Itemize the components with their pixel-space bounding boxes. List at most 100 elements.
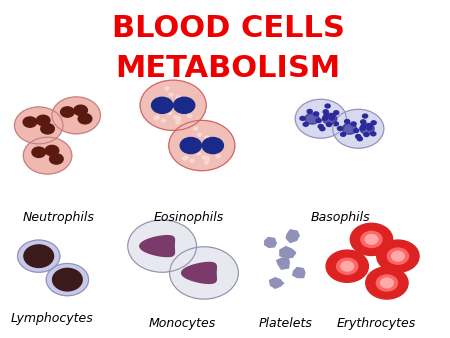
Circle shape <box>190 143 194 146</box>
Circle shape <box>202 138 223 153</box>
Circle shape <box>61 107 74 117</box>
Circle shape <box>326 123 332 126</box>
Circle shape <box>387 248 409 264</box>
Circle shape <box>153 104 157 107</box>
Circle shape <box>188 115 192 118</box>
Circle shape <box>50 154 63 164</box>
Circle shape <box>197 152 200 155</box>
Circle shape <box>367 126 372 130</box>
Circle shape <box>333 122 338 126</box>
Circle shape <box>36 115 50 125</box>
Circle shape <box>174 116 177 119</box>
Circle shape <box>169 120 235 171</box>
Circle shape <box>180 106 184 109</box>
Circle shape <box>351 122 356 126</box>
Text: Lymphocytes: Lymphocytes <box>11 312 93 325</box>
Circle shape <box>23 137 72 174</box>
Circle shape <box>169 93 173 96</box>
Circle shape <box>161 109 165 112</box>
Circle shape <box>316 119 321 122</box>
Circle shape <box>140 80 206 130</box>
Text: Eosinophils: Eosinophils <box>153 211 224 224</box>
Polygon shape <box>265 238 276 247</box>
Circle shape <box>52 97 100 134</box>
Circle shape <box>338 126 342 130</box>
Circle shape <box>165 87 169 90</box>
Circle shape <box>185 144 189 146</box>
Text: BLOOD CELLS: BLOOD CELLS <box>112 14 345 43</box>
Text: Platelets: Platelets <box>259 317 312 330</box>
Circle shape <box>209 146 213 149</box>
Circle shape <box>361 231 382 247</box>
Circle shape <box>345 120 350 123</box>
Circle shape <box>212 140 215 143</box>
Circle shape <box>194 127 198 130</box>
Circle shape <box>176 121 180 124</box>
Circle shape <box>333 111 339 115</box>
Circle shape <box>329 116 335 120</box>
Polygon shape <box>140 236 175 257</box>
Circle shape <box>371 132 376 136</box>
Circle shape <box>202 156 206 159</box>
Circle shape <box>318 124 323 128</box>
Circle shape <box>189 149 194 152</box>
Circle shape <box>341 261 354 271</box>
Circle shape <box>360 123 374 134</box>
Circle shape <box>162 103 166 106</box>
Circle shape <box>366 267 408 299</box>
Polygon shape <box>286 230 299 242</box>
Circle shape <box>177 117 181 120</box>
Circle shape <box>23 117 37 127</box>
Circle shape <box>305 113 319 124</box>
Circle shape <box>295 99 346 138</box>
Circle shape <box>205 158 209 161</box>
Circle shape <box>325 104 330 108</box>
Circle shape <box>381 278 393 288</box>
Polygon shape <box>293 267 305 277</box>
Circle shape <box>323 110 328 114</box>
Circle shape <box>364 132 369 137</box>
Circle shape <box>170 247 238 299</box>
Circle shape <box>190 159 194 162</box>
Circle shape <box>303 122 308 126</box>
Circle shape <box>324 114 329 118</box>
Circle shape <box>183 157 187 160</box>
Circle shape <box>357 137 362 141</box>
Text: Neutrophils: Neutrophils <box>22 211 94 224</box>
Circle shape <box>351 223 393 256</box>
Polygon shape <box>280 247 296 258</box>
Circle shape <box>162 103 166 106</box>
Circle shape <box>360 120 366 124</box>
Circle shape <box>32 147 45 158</box>
Circle shape <box>330 114 335 118</box>
Circle shape <box>168 112 172 115</box>
Circle shape <box>363 114 368 118</box>
Circle shape <box>323 113 337 124</box>
Circle shape <box>337 258 358 274</box>
Circle shape <box>205 136 209 139</box>
Circle shape <box>46 264 89 296</box>
Circle shape <box>365 235 378 244</box>
Circle shape <box>176 96 180 99</box>
Circle shape <box>323 116 328 120</box>
Circle shape <box>376 275 397 291</box>
Circle shape <box>320 127 325 131</box>
Circle shape <box>392 251 404 261</box>
Circle shape <box>300 116 305 120</box>
Text: METABOLISM: METABOLISM <box>116 54 341 83</box>
Circle shape <box>377 240 419 272</box>
Circle shape <box>74 105 87 116</box>
Circle shape <box>41 124 54 134</box>
Circle shape <box>361 124 366 128</box>
Circle shape <box>314 112 319 116</box>
Circle shape <box>180 138 201 153</box>
Polygon shape <box>277 258 289 269</box>
Circle shape <box>155 116 159 119</box>
Circle shape <box>174 97 195 113</box>
Circle shape <box>307 110 312 113</box>
Circle shape <box>24 245 54 267</box>
Circle shape <box>205 156 209 160</box>
Circle shape <box>159 98 163 101</box>
Circle shape <box>53 268 82 291</box>
Circle shape <box>176 116 180 119</box>
